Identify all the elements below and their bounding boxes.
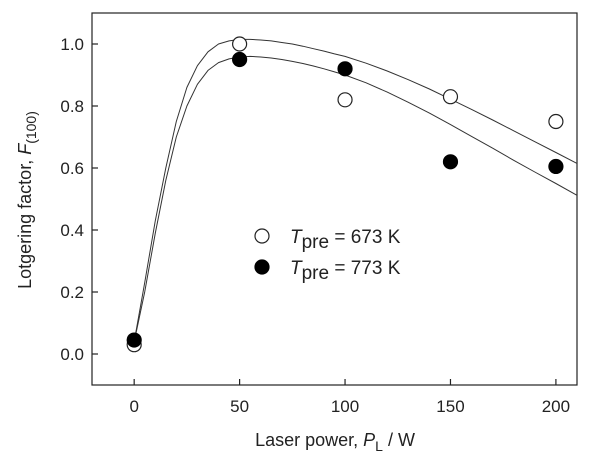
legend-label-673K: Tpre = 673 K xyxy=(290,227,401,253)
x-tick-label: 50 xyxy=(230,397,249,416)
legend-673K-text: = 673 K xyxy=(329,227,401,248)
legend-673K-subscript: pre xyxy=(302,232,329,253)
x-axis-title: Laser power, PL / W xyxy=(255,430,415,454)
legend-marker-773K xyxy=(254,259,270,275)
x-tick-label: 150 xyxy=(436,397,464,416)
x-axis-title-symbol: P xyxy=(363,430,375,450)
y-axis-title: Lotgering factor, F(100) xyxy=(15,111,39,289)
y-tick-label: 0.8 xyxy=(60,97,84,116)
y-tick-label: 0.4 xyxy=(60,221,84,240)
point-773K xyxy=(126,332,142,348)
plot-frame xyxy=(91,12,578,386)
point-673K xyxy=(442,89,459,105)
y-tick-label: 0.2 xyxy=(60,283,84,302)
y-tick-label: 1.0 xyxy=(60,35,84,54)
point-673K xyxy=(232,36,248,52)
x-axis-title-prefix: Laser power, xyxy=(255,430,363,450)
x-axis-title-suffix: / W xyxy=(383,430,415,450)
point-773K xyxy=(232,51,248,68)
x-tick-label: 200 xyxy=(542,397,570,416)
x-axis-title-subscript: L xyxy=(375,438,383,454)
y-axis: 0.0 0.2 0.4 0.6 0.8 1.0 xyxy=(60,35,98,364)
x-tick-label: 0 xyxy=(129,397,138,416)
y-tick-label: 0.0 xyxy=(60,345,84,364)
y-tick-label: 0.6 xyxy=(60,159,84,178)
y-axis-title-subscript: (100) xyxy=(23,111,39,144)
x-axis: 0 50 100 150 200 xyxy=(129,379,570,416)
point-773K xyxy=(548,158,564,175)
y-axis-title-symbol: F xyxy=(15,143,35,155)
legend-label-773K: Tpre = 773 K xyxy=(290,258,401,284)
point-673K xyxy=(337,92,353,108)
point-773K xyxy=(337,61,353,77)
legend-marker-673K xyxy=(254,228,270,244)
x-tick-label: 100 xyxy=(331,397,359,416)
legend-773K-text: = 773 K xyxy=(329,258,401,279)
fit-curve-2 xyxy=(133,55,578,342)
legend: Tpre = 673 K Tpre = 773 K xyxy=(254,227,401,284)
data-points xyxy=(126,36,564,353)
y-axis-title-prefix: Lotgering factor, xyxy=(15,155,35,289)
legend-673K-symbol: T xyxy=(290,227,303,248)
legend-773K-symbol: T xyxy=(290,258,303,279)
fit-curve-1 xyxy=(133,38,578,342)
legend-773K-subscript: pre xyxy=(302,263,329,284)
point-673K xyxy=(548,113,564,130)
point-773K xyxy=(442,154,459,170)
fit-curves xyxy=(133,38,578,342)
